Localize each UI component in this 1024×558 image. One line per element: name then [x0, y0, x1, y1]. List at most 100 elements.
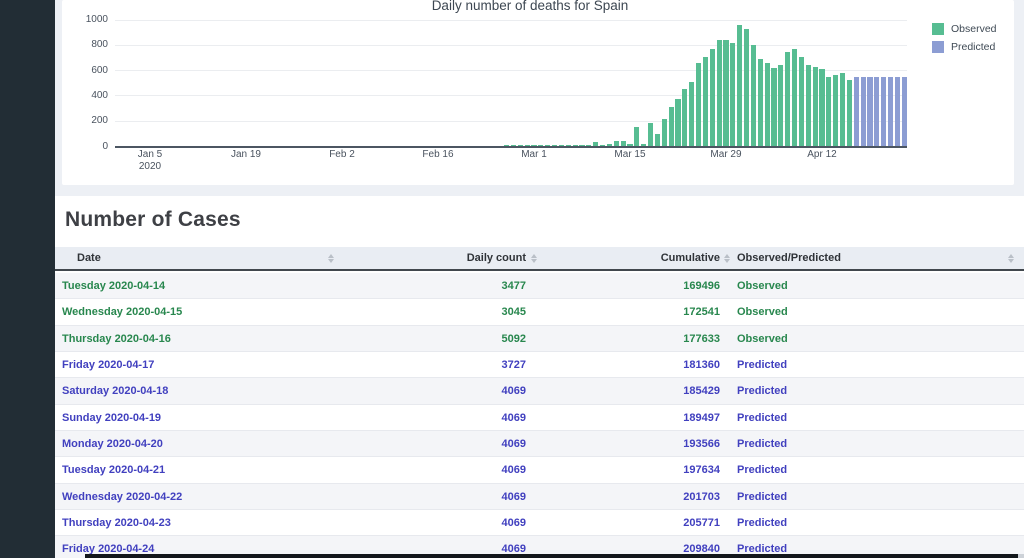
cell-status: Predicted [737, 517, 788, 530]
column-header-daily: Daily count [466, 252, 526, 264]
cell-cumulative: 189497 [683, 411, 720, 424]
bar-observed [778, 65, 784, 146]
sort-icon-cumulative[interactable] [724, 254, 730, 263]
bar-observed [510, 145, 516, 146]
bar-observed [503, 145, 510, 146]
sort-icon-daily[interactable] [531, 254, 537, 263]
chart-legend: Observed Predicted [932, 20, 997, 56]
bar-observed [750, 45, 756, 146]
cell-daily-count: 4069 [501, 464, 526, 477]
bar-observed [641, 143, 647, 146]
bar-observed [634, 126, 640, 146]
x-tick-label: Mar 15 [614, 149, 646, 160]
x-tick-label: Apr 12 [807, 149, 837, 160]
bar-observed [627, 144, 633, 146]
cell-cumulative: 185429 [683, 385, 720, 398]
bar-predicted [887, 77, 894, 146]
app-sidebar [0, 0, 55, 558]
x-axis-line [115, 146, 907, 148]
cell-status: Predicted [737, 385, 788, 398]
cell-cumulative: 205771 [683, 517, 720, 530]
bar-observed [812, 66, 818, 146]
cell-status: Predicted [737, 490, 788, 503]
bar-predicted [881, 77, 887, 146]
cell-status: Predicted [737, 359, 788, 372]
x-tick-label: Jan 19 [230, 149, 261, 160]
bar-observed [531, 145, 537, 146]
cell-cumulative: 201703 [683, 490, 720, 503]
bar-observed [695, 62, 702, 146]
gridline [115, 95, 907, 97]
cell-status: Observed [737, 332, 788, 345]
cell-date: Friday 2020-04-24 [62, 543, 155, 556]
y-tick-label: 0 [102, 140, 108, 152]
cell-cumulative: 172541 [683, 306, 720, 319]
table-row: Tuesday 2020-04-21 4069 197634 Predicted [55, 457, 1024, 484]
legend-item-observed[interactable]: Observed [932, 20, 997, 38]
cell-daily-count: 4069 [501, 438, 526, 451]
bar-observed [791, 49, 798, 146]
bar-observed [606, 144, 612, 146]
cell-status: Predicted [737, 543, 788, 556]
bar-observed [668, 106, 674, 146]
cell-daily-count: 4069 [501, 543, 526, 556]
bar-observed [833, 74, 839, 146]
table-row: Wednesday 2020-04-15 3045 172541 Observed [55, 299, 1024, 326]
cell-date: Wednesday 2020-04-22 [62, 490, 183, 503]
bar-observed [647, 123, 654, 146]
chart-title: Daily number of deaths for Spain [431, 0, 629, 13]
cell-status: Observed [737, 280, 788, 292]
cell-date: Wednesday 2020-04-15 [62, 306, 183, 319]
cell-status: Predicted [737, 464, 788, 477]
bar-observed [737, 25, 743, 146]
bar-observed [565, 145, 571, 146]
cell-cumulative: 169496 [683, 280, 720, 292]
bar-observed [517, 145, 523, 146]
x-tick-label: Feb 16 [422, 149, 454, 160]
column-header-status: Observed/Predicted [737, 252, 841, 264]
bar-observed [682, 89, 688, 146]
bar-observed [709, 48, 715, 146]
cell-daily-count: 3477 [501, 280, 526, 292]
cell-daily-count: 4069 [501, 490, 526, 503]
bar-observed [764, 63, 770, 146]
cell-cumulative: 177633 [683, 332, 720, 345]
bar-observed [689, 81, 695, 146]
gridline [115, 44, 907, 46]
y-tick-label: 1000 [85, 14, 108, 25]
legend-label-observed: Observed [951, 23, 997, 35]
bar-predicted [894, 77, 900, 146]
bar-observed [572, 145, 578, 146]
resize-grip[interactable] [1018, 554, 1024, 558]
x-tick-label: Jan 5 2020 [137, 149, 163, 172]
cell-daily-count: 4069 [501, 411, 526, 424]
sort-icon-date[interactable] [328, 254, 334, 263]
bar-predicted [853, 77, 859, 146]
gridline [115, 70, 907, 72]
cell-date: Monday 2020-04-20 [62, 438, 163, 451]
table-row: Friday 2020-04-24 4069 209840 Predicted [55, 536, 1024, 558]
sort-icon-status[interactable] [1008, 254, 1014, 263]
bar-observed [599, 144, 606, 146]
table-header: Date Daily count Cumulative Observed/Pre… [55, 247, 1024, 271]
gridline [115, 19, 907, 21]
cell-daily-count: 4069 [501, 517, 526, 530]
y-tick-label: 400 [91, 89, 108, 101]
bar-observed [702, 57, 708, 146]
cell-daily-count: 3045 [501, 306, 526, 319]
bar-observed [524, 145, 530, 146]
bar-observed [613, 141, 619, 146]
y-tick-label: 200 [91, 115, 108, 127]
y-tick-label: 800 [91, 39, 108, 51]
cell-status: Observed [737, 306, 788, 319]
legend-item-predicted[interactable]: Predicted [932, 38, 997, 56]
table-body: Tuesday 2020-04-14 3477 169496 Observed Wedn… [55, 273, 1024, 558]
bar-observed [558, 145, 564, 146]
bar-observed [723, 39, 729, 146]
table-row: Sunday 2020-04-19 4069 189497 Predicted [55, 405, 1024, 432]
table-row: Saturday 2020-04-18 4069 185429 Predicted [55, 378, 1024, 405]
bar-observed [798, 57, 804, 146]
table-row: Thursday 2020-04-23 4069 205771 Predicted [55, 510, 1024, 537]
predicted-swatch-icon [932, 41, 944, 53]
x-tick-label: Mar 1 [521, 149, 547, 160]
